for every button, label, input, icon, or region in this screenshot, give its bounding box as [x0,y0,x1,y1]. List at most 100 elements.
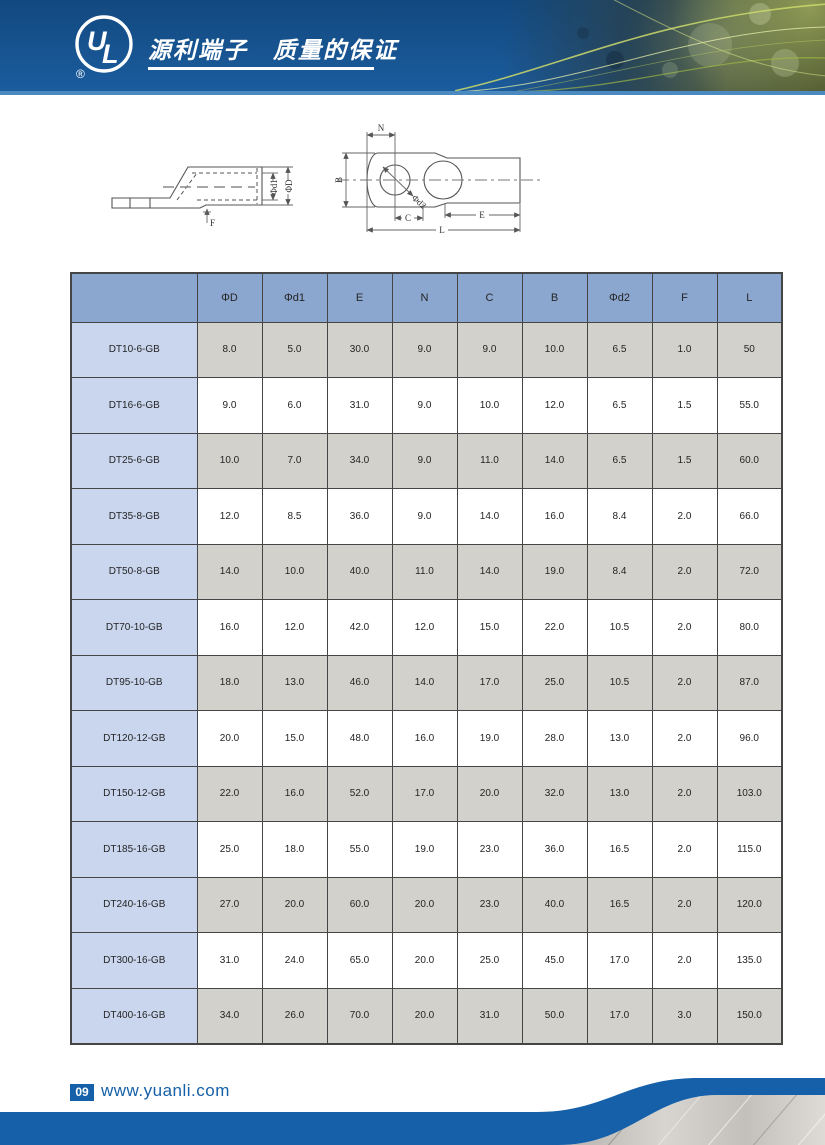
table-row: DT95-10-GB 18.0 13.0 46.0 14.0 17.0 25.0 10.5 2.… [70,654,783,711]
value-cell: 20.0 [456,765,523,822]
value-cell: 96.0 [716,710,783,767]
value-cell: 2.0 [651,599,718,656]
value-cell: 11.0 [456,432,523,489]
value-cell: 55.0 [716,377,783,434]
value-cell: 25.0 [521,654,588,711]
table-row: DT50-8-GB 14.0 10.0 40.0 11.0 14.0 19.0 8.4 2.0 7… [70,543,783,600]
value-cell: 10.0 [196,432,263,489]
value-cell: 72.0 [716,543,783,600]
value-cell: 18.0 [196,654,263,711]
value-cell: 22.0 [196,765,263,822]
value-cell: 103.0 [716,765,783,822]
value-cell: 16.5 [586,821,653,878]
value-cell: 10.0 [456,377,523,434]
value-cell: 24.0 [261,932,328,989]
value-cell: 17.0 [456,654,523,711]
value-cell: 50.0 [521,987,588,1044]
value-cell: 27.0 [196,876,263,933]
column-header: Φd2 [586,272,653,323]
terminal-side-view-diagram: Φd1 ΦD F [111,166,294,228]
value-cell: 26.0 [261,987,328,1044]
swoosh-graphic [434,0,825,96]
value-cell: 120.0 [716,876,783,933]
value-cell: 12.0 [196,488,263,545]
table-row: DT16-6-GB 9.0 6.0 31.0 9.0 10.0 12.0 6.5 1.5 55.0 [70,377,783,434]
value-cell: 40.0 [326,543,393,600]
value-cell: 66.0 [716,488,783,545]
value-cell: 34.0 [326,432,393,489]
value-cell: 14.0 [456,488,523,545]
footer-graphic [0,1078,825,1145]
value-cell: 13.0 [586,710,653,767]
value-cell: 14.0 [456,543,523,600]
table-row: DT35-8-GB 12.0 8.5 36.0 9.0 14.0 16.0 8.4 2.0 66.… [70,488,783,545]
value-cell: 7.0 [261,432,328,489]
model-cell: DT70-10-GB [70,599,198,656]
page-header: U L ® 源利端子 质量的保证 [0,0,825,96]
value-cell: 48.0 [326,710,393,767]
value-cell: 6.0 [261,377,328,434]
value-cell: 20.0 [261,876,328,933]
value-cell: 70.0 [326,987,393,1044]
value-cell: 9.0 [391,377,458,434]
value-cell: 52.0 [326,765,393,822]
table-row: DT240-16-GB 27.0 20.0 60.0 20.0 23.0 40.0 16.5 2… [70,876,783,933]
value-cell: 19.0 [521,543,588,600]
model-cell: DT95-10-GB [70,654,198,711]
page-number-badge: 09 [70,1084,94,1101]
value-cell: 2.0 [651,488,718,545]
dim-label-B: B [335,177,344,183]
value-cell: 16.0 [261,765,328,822]
table-row: DT70-10-GB 16.0 12.0 42.0 12.0 15.0 22.0 10.5 2.… [70,599,783,656]
footer-blue-band [0,1078,825,1145]
model-cell: DT25-6-GB [70,432,198,489]
value-cell: 9.0 [391,321,458,378]
value-cell: 2.0 [651,876,718,933]
value-cell: 6.5 [586,432,653,489]
value-cell: 1.5 [651,432,718,489]
value-cell: 23.0 [456,821,523,878]
value-cell: 6.5 [586,321,653,378]
spec-table: ΦD Φd1 E N C B Φd2 F L DT10-6-GB 8.0 5.0 30.0 9.0 9.0… [70,272,783,1045]
table-row: DT185-16-GB 25.0 18.0 55.0 19.0 23.0 36.0 16.5 2… [70,821,783,878]
value-cell: 34.0 [196,987,263,1044]
footer-metal-texture [558,1095,825,1145]
value-cell: 2.0 [651,932,718,989]
value-cell: 31.0 [196,932,263,989]
value-cell: 20.0 [391,987,458,1044]
value-cell: 19.0 [456,710,523,767]
value-cell: 20.0 [196,710,263,767]
value-cell: 60.0 [326,876,393,933]
value-cell: 31.0 [456,987,523,1044]
table-body: DT10-6-GB 8.0 5.0 30.0 9.0 9.0 10.0 6.5 1.0 50 DT1… [70,321,783,1044]
dim-label-L: L [439,225,445,235]
value-cell: 16.0 [521,488,588,545]
value-cell: 25.0 [456,932,523,989]
value-cell: 16.0 [196,599,263,656]
value-cell: 80.0 [716,599,783,656]
value-cell: 1.0 [651,321,718,378]
value-cell: 2.0 [651,543,718,600]
value-cell: 9.0 [456,321,523,378]
value-cell: 20.0 [391,876,458,933]
value-cell: 2.0 [651,654,718,711]
model-cell: DT16-6-GB [70,377,198,434]
model-cell: DT150-12-GB [70,765,198,822]
model-cell: DT185-16-GB [70,821,198,878]
table-row: DT300-16-GB 31.0 24.0 65.0 20.0 25.0 45.0 17.0 2… [70,932,783,989]
header-accent-line [0,91,825,95]
value-cell: 45.0 [521,932,588,989]
value-cell: 42.0 [326,599,393,656]
column-header: B [521,272,588,323]
column-header: N [391,272,458,323]
value-cell: 8.5 [261,488,328,545]
value-cell: 25.0 [196,821,263,878]
logo-letter-u: U [87,26,108,56]
table-row: DT150-12-GB 22.0 16.0 52.0 17.0 20.0 32.0 13.0 2… [70,765,783,822]
value-cell: 8.4 [586,543,653,600]
table-row: DT25-6-GB 10.0 7.0 34.0 9.0 11.0 14.0 6.5 1.5 60.… [70,432,783,489]
registered-mark: ® [76,67,85,80]
value-cell: 8.4 [586,488,653,545]
value-cell: 12.0 [391,599,458,656]
column-header: Φd1 [261,272,328,323]
